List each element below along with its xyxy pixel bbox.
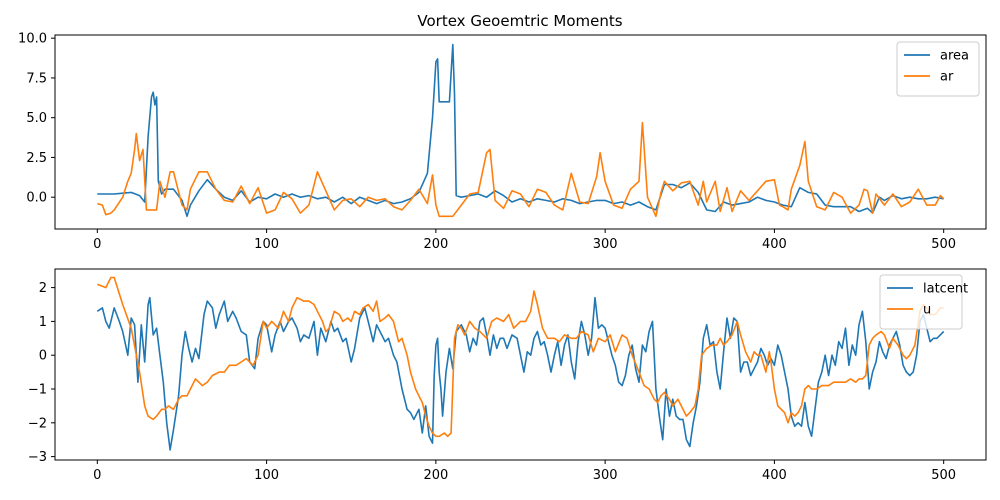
y-tick-label: −1 (28, 383, 47, 398)
x-tick-label: 300 (593, 468, 618, 483)
y-tick-label: −2 (28, 416, 47, 431)
y-tick-label: −3 (28, 450, 47, 465)
x-tick-label: 500 (931, 237, 956, 252)
x-tick-label: 0 (93, 468, 101, 483)
x-tick-label: 200 (423, 237, 448, 252)
x-tick-label: 100 (254, 237, 279, 252)
legend-top: area ar (896, 41, 980, 97)
legend-label-area: area (940, 49, 969, 64)
y-tick-label: 10.0 (18, 32, 47, 47)
x-tick-label: 400 (762, 237, 787, 252)
y-tick-label: 5.0 (26, 111, 47, 126)
legend-label-ar: ar (940, 70, 954, 85)
chart-top: Vortex Geoemtric Moments 0 100 200 300 400 50… (18, 12, 987, 252)
plot-area-bottom: 0 100 200 300 400 500 −3 −2 −1 0 1 2 (28, 268, 987, 483)
y-tick-label: 0.0 (26, 191, 47, 206)
legend-bottom: latcent u (879, 274, 968, 330)
series-line-u (97, 276, 944, 438)
x-tick-label: 300 (593, 237, 618, 252)
x-tick-label: 500 (931, 468, 956, 483)
axes-frame (54, 268, 987, 461)
y-tick-label: 0 (39, 349, 47, 364)
chart-bottom: 0 100 200 300 400 500 −3 −2 −1 0 1 2 latcent u (28, 268, 987, 483)
plot-area-top: 0 100 200 300 400 500 0.0 2.5 5.0 7.5 10.0 (18, 32, 987, 252)
y-tick-label: 1 (39, 315, 47, 330)
series-line-latcent (96, 296, 945, 451)
axes-frame (54, 34, 987, 230)
legend-label-u: u (923, 303, 931, 318)
x-tick-label: 200 (423, 468, 448, 483)
x-tick-label: 400 (762, 468, 787, 483)
y-tick-label: 7.5 (26, 71, 47, 86)
y-tick-label: 2.5 (26, 151, 47, 166)
x-tick-label: 100 (254, 468, 279, 483)
x-tick-label: 0 (93, 237, 101, 252)
y-tick-label: 2 (39, 281, 47, 296)
chart-title: Vortex Geoemtric Moments (417, 12, 622, 30)
legend-label-latcent: latcent (923, 282, 968, 297)
series-line-ar (97, 121, 945, 218)
series-line-area (97, 43, 944, 218)
